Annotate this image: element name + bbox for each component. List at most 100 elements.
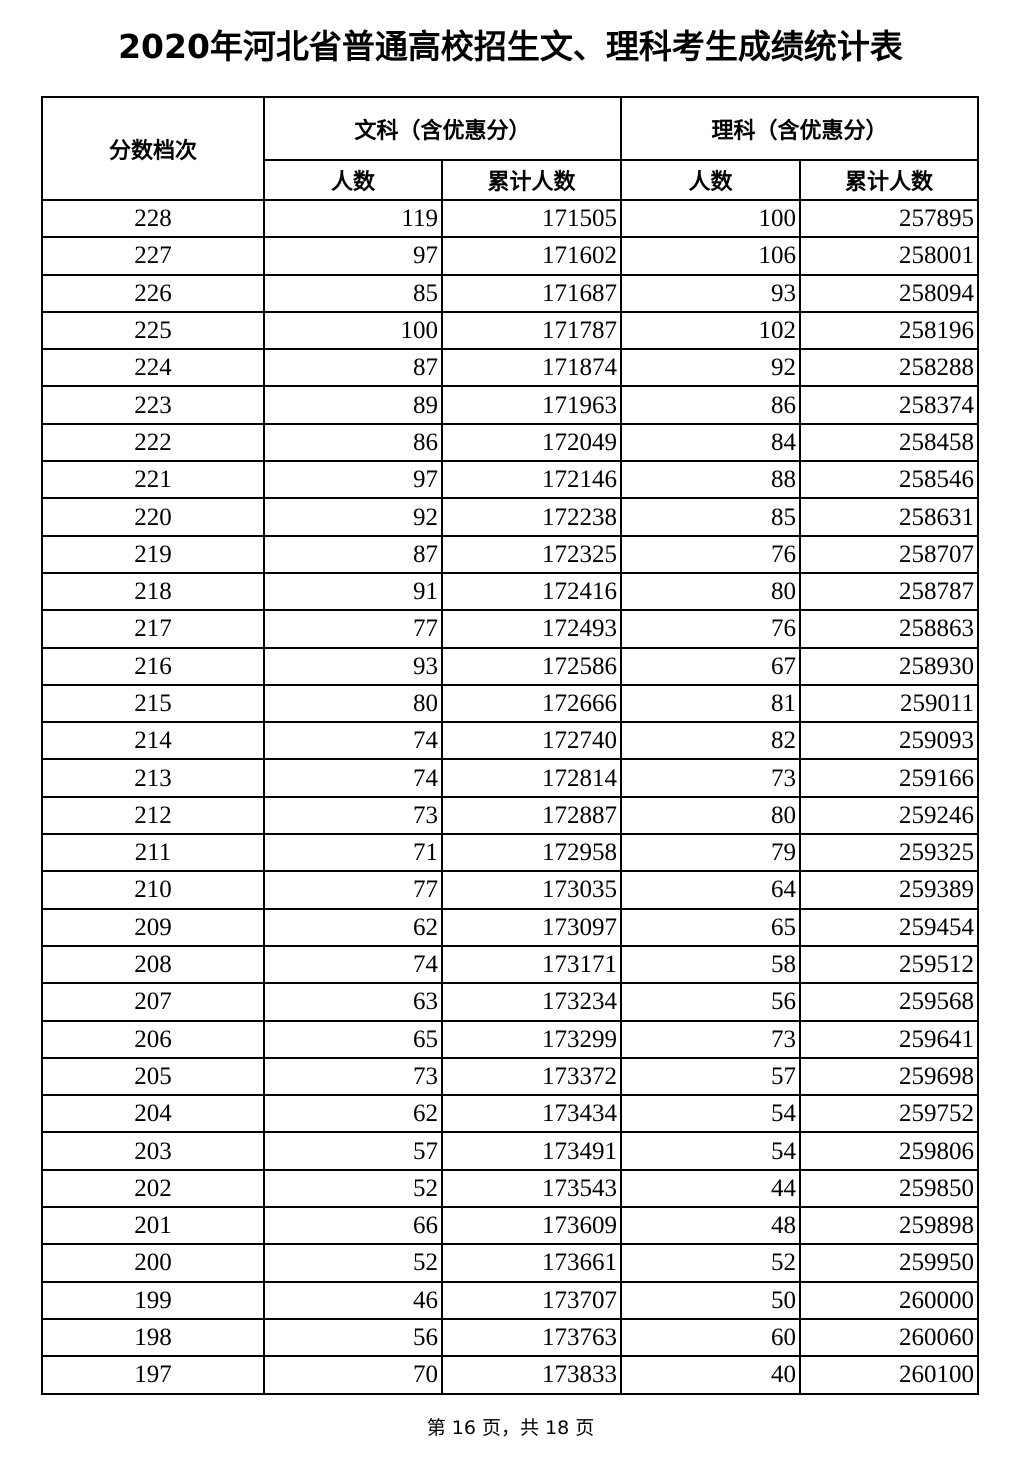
- cell-score: 226: [41, 273, 265, 313]
- cell-arts-cumulative: 173661: [440, 1243, 623, 1283]
- table-row: 214 74 172740 82 259093: [41, 721, 980, 761]
- cell-arts-cumulative: 172325: [440, 534, 623, 574]
- cell-science-count: 57: [620, 1056, 802, 1097]
- cell-score: 198: [41, 1317, 265, 1358]
- cell-arts-cumulative: 173763: [440, 1317, 623, 1358]
- cell-score: 221: [41, 460, 265, 500]
- table-row: 209 62 173097 65 259454: [41, 907, 980, 947]
- cell-arts-count: 56: [263, 1317, 443, 1358]
- cell-score: 205: [41, 1056, 265, 1097]
- cell-arts-count: 74: [263, 944, 443, 985]
- cell-science-count: 73: [620, 758, 802, 798]
- table-row: 201 66 173609 48 259898: [41, 1206, 980, 1246]
- cell-arts-count: 70: [263, 1355, 443, 1395]
- header-score: 分数档次: [41, 96, 265, 201]
- cell-arts-cumulative: 172049: [440, 422, 623, 463]
- cell-science-count: 93: [620, 273, 802, 313]
- table-row: 208 74 173171 58 259512: [41, 944, 980, 985]
- table-row: 202 52 173543 44 259850: [41, 1168, 980, 1209]
- cell-arts-count: 71: [263, 833, 443, 873]
- table-row: 215 80 172666 81 259011: [41, 683, 980, 724]
- score-statistics-table: 分数档次 文科（含优惠分） 理科（含优惠分） 人数 累计人数 人数 累计人数 2…: [41, 96, 980, 1395]
- cell-arts-count: 65: [263, 1019, 443, 1059]
- cell-science-cumulative: 259641: [799, 1019, 980, 1059]
- cell-arts-cumulative: 173171: [440, 944, 623, 985]
- cell-arts-count: 97: [263, 460, 443, 500]
- cell-arts-cumulative: 173491: [440, 1131, 623, 1171]
- table-row: 206 65 173299 73 259641: [41, 1019, 980, 1059]
- cell-science-cumulative: 258196: [799, 310, 980, 351]
- table-row: 207 63 173234 56 259568: [41, 982, 980, 1022]
- cell-science-cumulative: 259246: [799, 795, 980, 836]
- cell-science-cumulative: 259011: [799, 683, 980, 724]
- table-row: 212 73 172887 80 259246: [41, 795, 980, 836]
- cell-science-count: 64: [620, 870, 802, 910]
- cell-arts-count: 87: [263, 534, 443, 574]
- cell-science-count: 81: [620, 683, 802, 724]
- cell-science-cumulative: 258001: [799, 236, 980, 276]
- cell-score: 220: [41, 497, 265, 537]
- cell-science-cumulative: 259093: [799, 721, 980, 761]
- cell-arts-count: 80: [263, 683, 443, 724]
- cell-arts-count: 74: [263, 758, 443, 798]
- table-row: 222 86 172049 84 258458: [41, 422, 980, 463]
- cell-score: 214: [41, 721, 265, 761]
- table-row: 226 85 171687 93 258094: [41, 273, 980, 313]
- cell-arts-cumulative: 173543: [440, 1168, 623, 1209]
- cell-science-cumulative: 259325: [799, 833, 980, 873]
- cell-science-cumulative: 259806: [799, 1131, 980, 1171]
- cell-arts-cumulative: 171963: [440, 385, 623, 425]
- table-row: 199 46 173707 50 260000: [41, 1280, 980, 1320]
- cell-arts-count: 93: [263, 646, 443, 686]
- cell-arts-count: 63: [263, 982, 443, 1022]
- cell-arts-count: 97: [263, 236, 443, 276]
- header-science-count: 人数: [620, 159, 802, 201]
- cell-science-count: 84: [620, 422, 802, 463]
- cell-arts-count: 62: [263, 907, 443, 947]
- cell-science-cumulative: 258631: [799, 497, 980, 537]
- table-row: 227 97 171602 106 258001: [41, 236, 980, 276]
- table-row: 225 100 171787 102 258196: [41, 310, 980, 351]
- cell-arts-cumulative: 171602: [440, 236, 623, 276]
- cell-arts-cumulative: 171687: [440, 273, 623, 313]
- cell-score: 212: [41, 795, 265, 836]
- cell-arts-count: 100: [263, 310, 443, 351]
- cell-science-cumulative: 259850: [799, 1168, 980, 1209]
- cell-science-cumulative: 259512: [799, 944, 980, 985]
- cell-science-cumulative: 259898: [799, 1206, 980, 1246]
- cell-science-cumulative: 259166: [799, 758, 980, 798]
- cell-arts-cumulative: 172586: [440, 646, 623, 686]
- cell-arts-count: 52: [263, 1168, 443, 1209]
- cell-arts-count: 66: [263, 1206, 443, 1246]
- cell-science-count: 73: [620, 1019, 802, 1059]
- page-title: 2020年河北省普通高校招生文、理科考生成绩统计表: [118, 27, 903, 66]
- cell-science-count: 67: [620, 646, 802, 686]
- cell-science-count: 44: [620, 1168, 802, 1209]
- cell-arts-count: 86: [263, 422, 443, 463]
- table-row: 228 119 171505 100 257895: [41, 198, 980, 239]
- cell-arts-cumulative: 172740: [440, 721, 623, 761]
- cell-arts-cumulative: 173434: [440, 1094, 623, 1134]
- cell-arts-cumulative: 173035: [440, 870, 623, 910]
- table-row: 200 52 173661 52 259950: [41, 1243, 980, 1283]
- cell-arts-count: 46: [263, 1280, 443, 1320]
- table-row: 205 73 173372 57 259698: [41, 1056, 980, 1097]
- cell-science-cumulative: 260000: [799, 1280, 980, 1320]
- cell-score: 219: [41, 534, 265, 574]
- table-row: 224 87 171874 92 258288: [41, 348, 980, 388]
- cell-arts-count: 52: [263, 1243, 443, 1283]
- cell-science-count: 48: [620, 1206, 802, 1246]
- table-row: 213 74 172814 73 259166: [41, 758, 980, 798]
- cell-score: 204: [41, 1094, 265, 1134]
- cell-score: 200: [41, 1243, 265, 1283]
- cell-score: 199: [41, 1280, 265, 1320]
- table-row: 198 56 173763 60 260060: [41, 1317, 980, 1358]
- header-arts: 文科（含优惠分）: [262, 96, 623, 161]
- cell-score: 197: [41, 1355, 265, 1395]
- cell-arts-count: 57: [263, 1131, 443, 1171]
- table-row: 210 77 173035 64 259389: [41, 870, 980, 910]
- cell-arts-cumulative: 172958: [440, 833, 623, 873]
- cell-science-cumulative: 258930: [799, 646, 980, 686]
- header-arts-count: 人数: [263, 159, 443, 201]
- cell-arts-cumulative: 173097: [440, 907, 623, 947]
